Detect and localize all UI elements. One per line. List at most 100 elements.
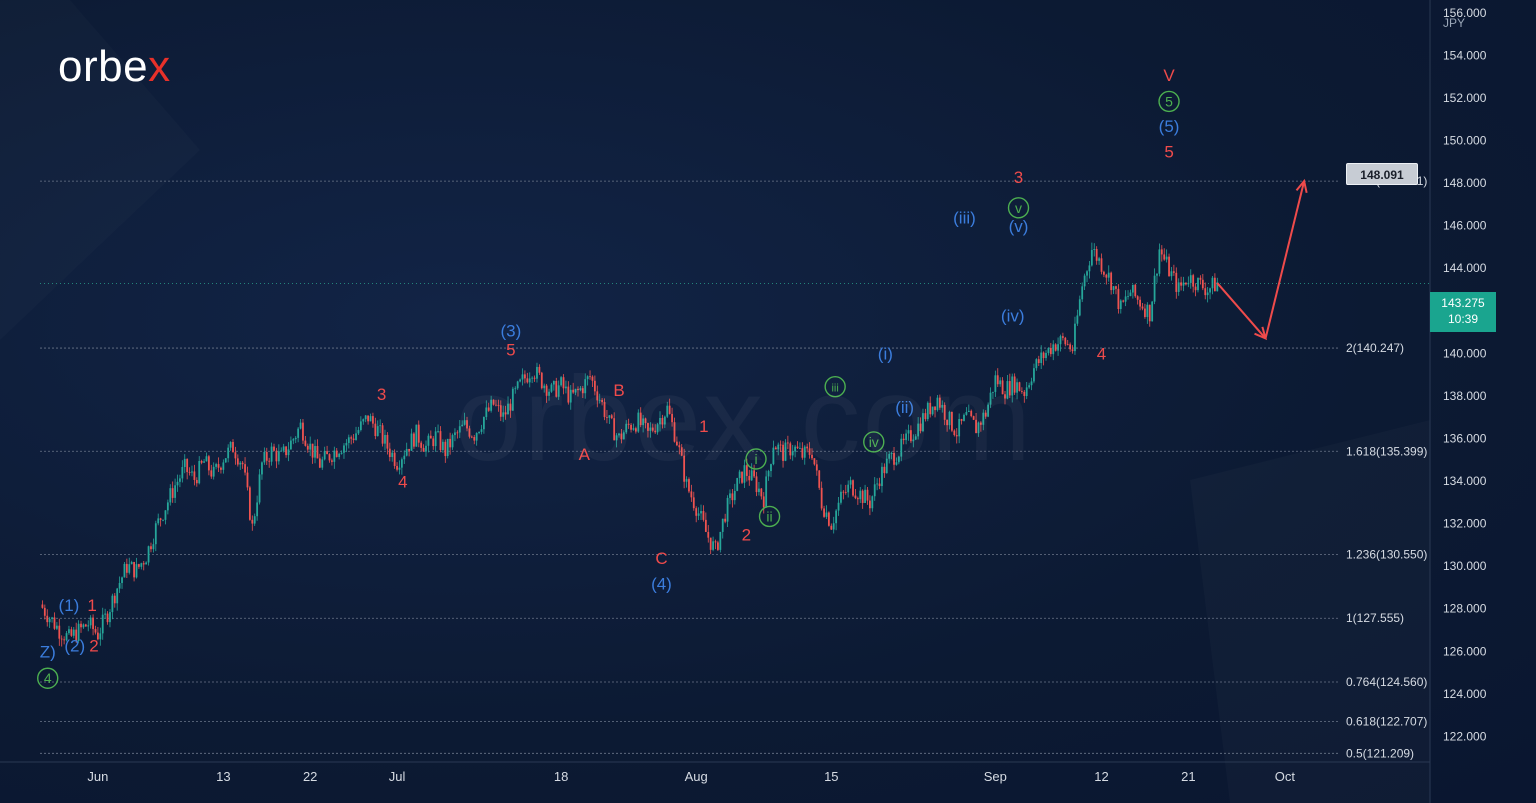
time-tick-label: Jun [87,769,108,784]
candle-body [1146,304,1149,318]
candle-body [374,423,377,437]
candles [41,242,1219,647]
candle-body [297,428,300,438]
candle-body [1016,382,1018,393]
target-price-tag: 148.091 [1346,163,1418,185]
candle-body [80,623,82,628]
candle-body [350,437,353,439]
candle-body [603,402,606,418]
price-tick-label: 140.000 [1443,346,1487,360]
candle-body [461,424,464,427]
candle-body [724,518,727,522]
candle-body [152,544,155,550]
candle-body [200,461,203,463]
candle-body [791,451,794,456]
candle-body [1088,265,1091,272]
candle-body [700,511,702,514]
candle-body [914,436,917,440]
wave-label: 1 [699,417,708,436]
candle-body [478,431,480,434]
candle-body [391,452,394,458]
candle-body [359,421,362,431]
candle-body [135,564,138,578]
candle-body [142,563,145,565]
candle-body [1105,274,1108,278]
candle-body [1110,272,1113,291]
candle-body [876,483,879,485]
price-tick-label: 122.000 [1443,729,1487,743]
candle-body [815,464,818,471]
time-tick-label: 13 [216,769,230,784]
candle-body [99,633,102,640]
current-price-tag: 143.275 10:39 [1430,292,1496,332]
candle-body [101,614,104,634]
candle-body [422,447,425,452]
candle-body [591,376,594,381]
candle-body [51,617,53,619]
candle-body [895,462,898,465]
candle-body [685,479,688,482]
candle-body [181,467,184,479]
candle-body [362,419,365,422]
price-tick-label: 126.000 [1443,644,1487,658]
candle-body [1206,292,1209,296]
candle-body [970,410,973,417]
candle-body [625,423,628,433]
candle-body [138,564,140,567]
candle-body [509,403,512,411]
candle-body [519,379,521,382]
candle-body [1066,344,1069,346]
candle-body [388,448,391,458]
candle-body [651,427,654,431]
candle-body [246,472,249,488]
candle-body [314,446,316,458]
time-tick-label: 21 [1181,769,1195,784]
candle-body [688,479,690,492]
candle-body [1151,301,1154,322]
candle-body [606,417,608,418]
wave-label: (5) [1159,117,1180,136]
candle-body [507,403,509,415]
candle-body [427,435,430,446]
candle-body [1168,256,1170,277]
price-tick-label: 144.000 [1443,261,1487,275]
candle-body [1008,381,1011,396]
candle-body [910,430,912,442]
candle-body [637,412,640,432]
candle-body [972,416,975,420]
candle-body [104,613,107,615]
candle-body [738,471,741,479]
candle-body [1144,308,1146,318]
candle-body [714,541,717,543]
candle-body [543,385,546,389]
candle-body [774,447,777,450]
candle-body [444,441,447,457]
candle-body [963,414,965,421]
candle-body [248,487,251,520]
candle-body [1117,288,1120,310]
wave-label: 5 [1164,143,1173,162]
candle-body [975,419,977,434]
candle-body [1158,249,1161,274]
candle-body [364,415,367,420]
candle-body [118,582,121,589]
candle-body [900,438,903,457]
candle-body [43,607,46,616]
candle-body [1086,271,1088,276]
candle-body [1112,286,1115,291]
candle-body [398,467,401,470]
candle-body [844,492,847,493]
candle-body [203,461,205,463]
wave-label: C [655,549,667,568]
candle-body [84,624,87,627]
candle-body [1199,277,1202,280]
candle-body [46,615,49,623]
candle-body [786,442,789,444]
candle-body [191,471,193,473]
candle-body [87,625,90,627]
candle-body [92,617,94,630]
candle-body [304,440,307,446]
candle-body [275,450,278,462]
candle-body [557,385,560,397]
candle-body [140,563,143,567]
